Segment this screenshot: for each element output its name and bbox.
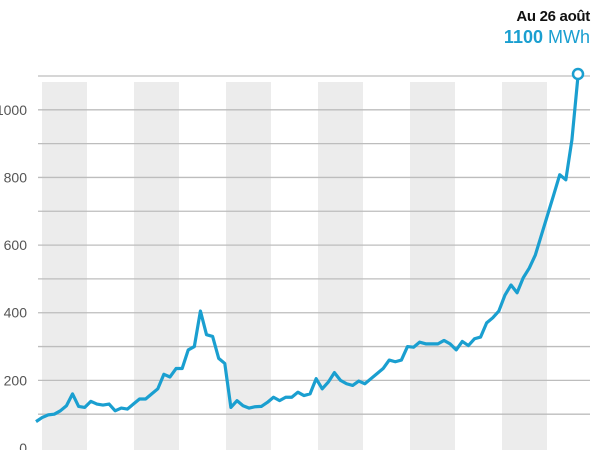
annotation-value: 1100 MWh — [504, 27, 590, 48]
background-band — [42, 82, 87, 450]
y-tick-label: 600 — [4, 237, 28, 253]
background-band — [502, 82, 547, 450]
background-band — [226, 82, 271, 450]
series-line — [35, 75, 580, 423]
annotation-number: 1100 — [503, 27, 543, 47]
y-tick-label: 800 — [4, 169, 28, 185]
y-tick-label: 1000 — [0, 102, 27, 118]
background-band — [318, 82, 363, 450]
background-band — [410, 82, 455, 450]
background-band — [134, 82, 179, 450]
end-point-marker — [571, 67, 585, 81]
annotation-date: Au 26 août — [516, 8, 590, 25]
y-tick-label: 0 — [19, 440, 27, 450]
y-tick-label: 400 — [4, 305, 28, 321]
annotation-unit: MWh — [548, 27, 590, 47]
y-tick-label: 200 — [4, 372, 28, 388]
